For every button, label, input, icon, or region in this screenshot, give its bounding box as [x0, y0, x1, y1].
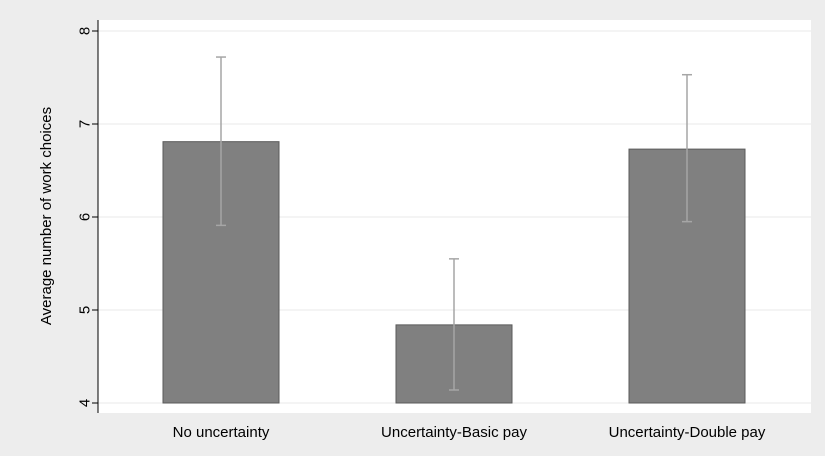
y-axis-ticks: 4 5 6 7 8: [76, 27, 98, 407]
y-tick-label: 5: [76, 306, 93, 314]
y-tick-label: 6: [76, 213, 93, 221]
x-category-label: No uncertainty: [173, 424, 270, 441]
y-axis-title: Average number of work choices: [38, 107, 55, 325]
y-tick-label: 4: [76, 399, 93, 407]
x-category-label: Uncertainty-Double pay: [609, 424, 766, 441]
error-bars: [216, 56, 692, 391]
x-axis-labels: No uncertainty Uncertainty-Basic pay Uncer…: [173, 424, 766, 441]
x-category-label: Uncertainty-Basic pay: [381, 424, 527, 441]
y-tick-label: 8: [76, 27, 93, 35]
y-tick-label: 7: [76, 120, 93, 128]
